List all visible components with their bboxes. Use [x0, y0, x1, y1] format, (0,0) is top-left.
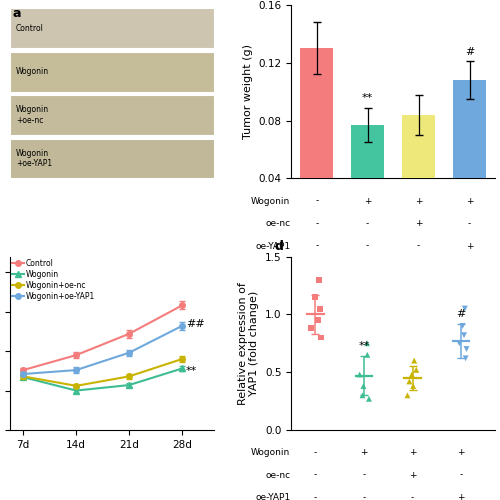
- Point: [356, 370, 364, 378]
- Text: Wogonin: Wogonin: [251, 448, 290, 457]
- Text: -: -: [460, 470, 462, 480]
- Text: -: -: [362, 493, 366, 500]
- Point: [316, 304, 324, 312]
- Point: [462, 345, 470, 353]
- Text: **: **: [186, 366, 197, 376]
- Point: [406, 378, 413, 386]
- Point: [314, 316, 322, 324]
- Control: [73, 352, 79, 358]
- Text: oe-YAP1: oe-YAP1: [255, 242, 290, 250]
- Text: +: +: [415, 196, 422, 205]
- Line: Wogonin: Wogonin: [20, 366, 185, 394]
- Line: Wogonin+oe-nc: Wogonin+oe-nc: [20, 356, 185, 388]
- Text: -: -: [366, 219, 370, 228]
- Text: d: d: [275, 240, 284, 253]
- Text: **: **: [358, 342, 370, 351]
- Bar: [402, 115, 435, 236]
- Text: +: +: [409, 448, 416, 457]
- Point: [409, 382, 417, 390]
- Bar: [10, 8, 214, 48]
- Wogonin+oe-YAP1: [73, 367, 79, 373]
- Text: +: +: [364, 196, 372, 205]
- Bar: [453, 80, 486, 236]
- Line: Wogonin+oe-YAP1: Wogonin+oe-YAP1: [20, 323, 185, 377]
- Point: [460, 331, 468, 339]
- Control: [20, 367, 26, 373]
- Wogonin+oe-nc: [179, 356, 185, 362]
- Point: [412, 366, 420, 374]
- Bar: [10, 95, 214, 135]
- Wogonin+oe-nc: [126, 374, 132, 380]
- Text: -: -: [314, 470, 317, 480]
- Wogonin: [20, 374, 26, 380]
- Wogonin: [126, 382, 132, 388]
- Text: +: +: [415, 219, 422, 228]
- Text: **: **: [362, 94, 374, 104]
- Text: oe-nc: oe-nc: [265, 470, 290, 480]
- Point: [317, 334, 325, 342]
- Wogonin+oe-YAP1: [179, 323, 185, 329]
- Point: [364, 351, 372, 359]
- Bar: [300, 48, 333, 236]
- Text: Wogonin: Wogonin: [251, 196, 290, 205]
- Point: [314, 276, 322, 283]
- Point: [458, 322, 466, 330]
- Line: Control: Control: [20, 302, 185, 373]
- Bar: [10, 138, 214, 178]
- Point: [408, 370, 416, 378]
- Point: [461, 304, 469, 312]
- Text: -: -: [314, 493, 317, 500]
- Text: +: +: [466, 196, 473, 205]
- Text: -: -: [366, 242, 370, 250]
- Text: Wogonin
+oe-YAP1: Wogonin +oe-YAP1: [16, 149, 52, 168]
- Wogonin+oe-YAP1: [126, 350, 132, 356]
- Text: Control: Control: [16, 24, 44, 33]
- Point: [410, 356, 418, 364]
- Text: +: +: [466, 242, 473, 250]
- Text: -: -: [417, 242, 420, 250]
- Text: Wogonin: Wogonin: [16, 68, 49, 76]
- Text: #: #: [465, 47, 474, 57]
- Point: [307, 324, 315, 332]
- Point: [363, 340, 371, 347]
- Bar: [351, 125, 384, 236]
- Text: +: +: [409, 470, 416, 480]
- Text: Wogonin
+oe-nc: Wogonin +oe-nc: [16, 106, 49, 125]
- Control: [179, 302, 185, 308]
- Point: [456, 340, 464, 347]
- Text: -: -: [411, 493, 414, 500]
- Point: [462, 354, 469, 362]
- Text: ##: ##: [186, 318, 204, 328]
- Text: oe-nc: oe-nc: [265, 219, 290, 228]
- Text: -: -: [315, 242, 318, 250]
- Point: [365, 395, 373, 403]
- Text: +: +: [360, 448, 368, 457]
- Legend: Control, Wogonin, Wogonin+oe-nc, Wogonin+oe-YAP1: Control, Wogonin, Wogonin+oe-nc, Wogonin…: [12, 258, 96, 302]
- Bar: [10, 52, 214, 92]
- Wogonin+oe-YAP1: [20, 371, 26, 377]
- Control: [126, 331, 132, 337]
- Wogonin+oe-nc: [73, 383, 79, 389]
- Text: -: -: [362, 470, 366, 480]
- Point: [311, 293, 319, 301]
- Wogonin: [73, 388, 79, 394]
- Point: [358, 392, 366, 400]
- Text: +: +: [458, 493, 465, 500]
- Text: +: +: [458, 448, 465, 457]
- Text: a: a: [12, 6, 20, 20]
- Text: -: -: [315, 219, 318, 228]
- Text: oe-YAP1: oe-YAP1: [255, 493, 290, 500]
- Text: #: #: [456, 309, 466, 319]
- Wogonin: [179, 366, 185, 372]
- Text: b: b: [275, 0, 284, 2]
- Y-axis label: Tumor weight (g): Tumor weight (g): [243, 44, 253, 139]
- Text: -: -: [314, 448, 317, 457]
- Wogonin+oe-nc: [20, 374, 26, 380]
- Text: -: -: [468, 219, 471, 228]
- Text: -: -: [315, 196, 318, 205]
- Point: [360, 382, 368, 390]
- Point: [404, 392, 411, 400]
- Y-axis label: Relative expression of
YAP1 (fold change): Relative expression of YAP1 (fold change…: [238, 282, 260, 405]
